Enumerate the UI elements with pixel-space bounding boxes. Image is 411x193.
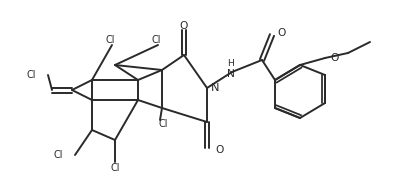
Text: Cl: Cl bbox=[26, 70, 36, 80]
Text: Cl: Cl bbox=[105, 35, 115, 45]
Text: O: O bbox=[277, 28, 285, 38]
Text: O: O bbox=[330, 53, 338, 63]
Text: Cl: Cl bbox=[158, 119, 168, 129]
Text: H: H bbox=[228, 59, 234, 69]
Text: Cl: Cl bbox=[151, 35, 161, 45]
Text: N: N bbox=[211, 83, 219, 93]
Text: O: O bbox=[180, 21, 188, 31]
Text: N: N bbox=[227, 69, 235, 79]
Text: Cl: Cl bbox=[110, 163, 120, 173]
Text: Cl: Cl bbox=[53, 150, 63, 160]
Text: O: O bbox=[215, 145, 223, 155]
